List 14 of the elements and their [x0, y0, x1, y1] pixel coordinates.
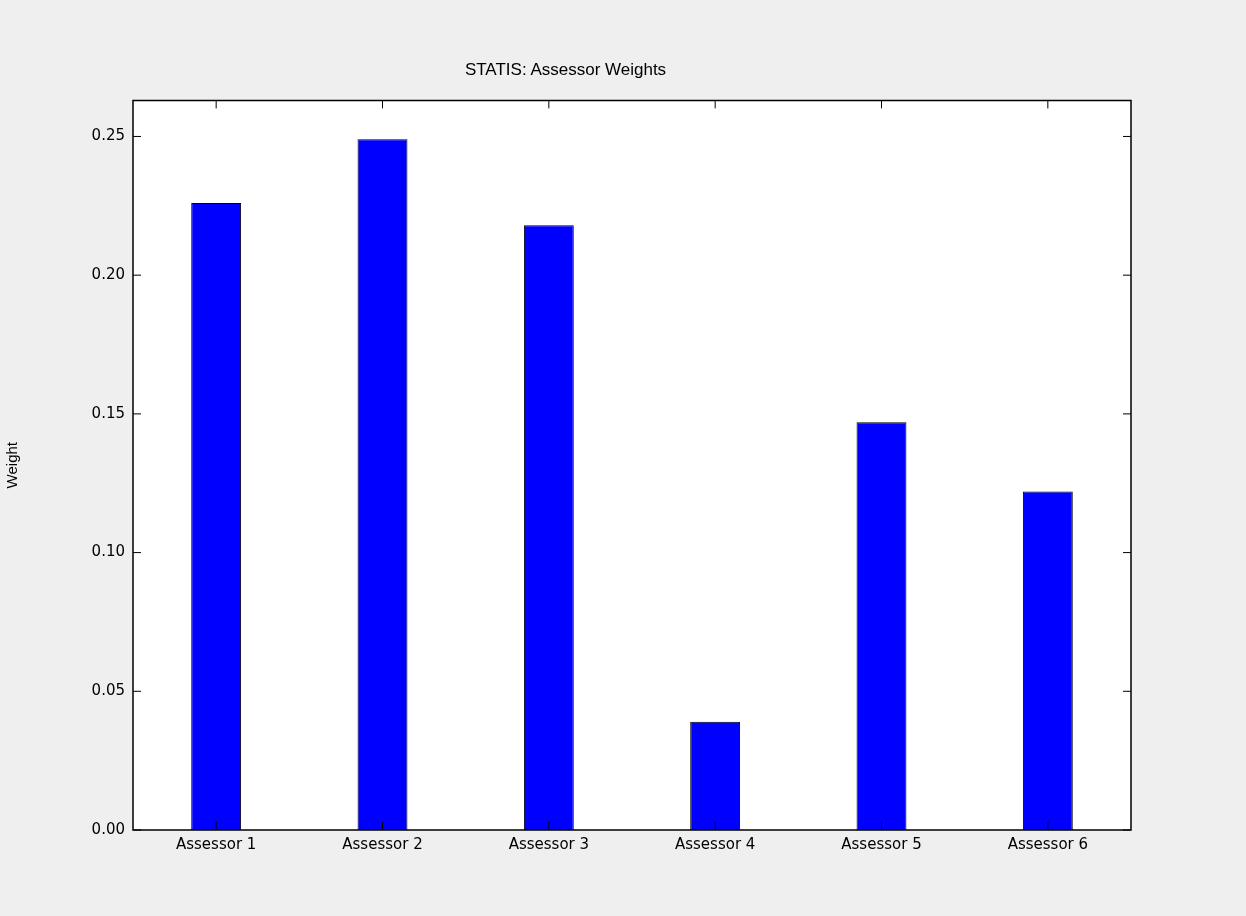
y-tick-label: 0.05 — [91, 681, 125, 700]
chart-title: STATIS: Assessor Weights — [464, 59, 667, 79]
y-tick-label: 0.25 — [91, 126, 125, 145]
x-tick-label: Assessor 1 — [175, 834, 257, 853]
x-tick-label: Assessor 3 — [508, 834, 590, 853]
x-tick-label: Assessor 6 — [1007, 834, 1089, 853]
x-tick-label: Assessor 5 — [841, 834, 922, 853]
y-tick-label: 0.00 — [91, 819, 125, 838]
x-tick-label: Assessor 2 — [342, 834, 423, 853]
y-tick-label: 0.15 — [91, 403, 125, 422]
y-axis-title: Weight — [3, 441, 21, 489]
y-tick-label: 0.10 — [91, 542, 125, 561]
y-tick-label: 0.20 — [91, 265, 125, 284]
x-tick-label: Assessor 4 — [674, 834, 756, 853]
